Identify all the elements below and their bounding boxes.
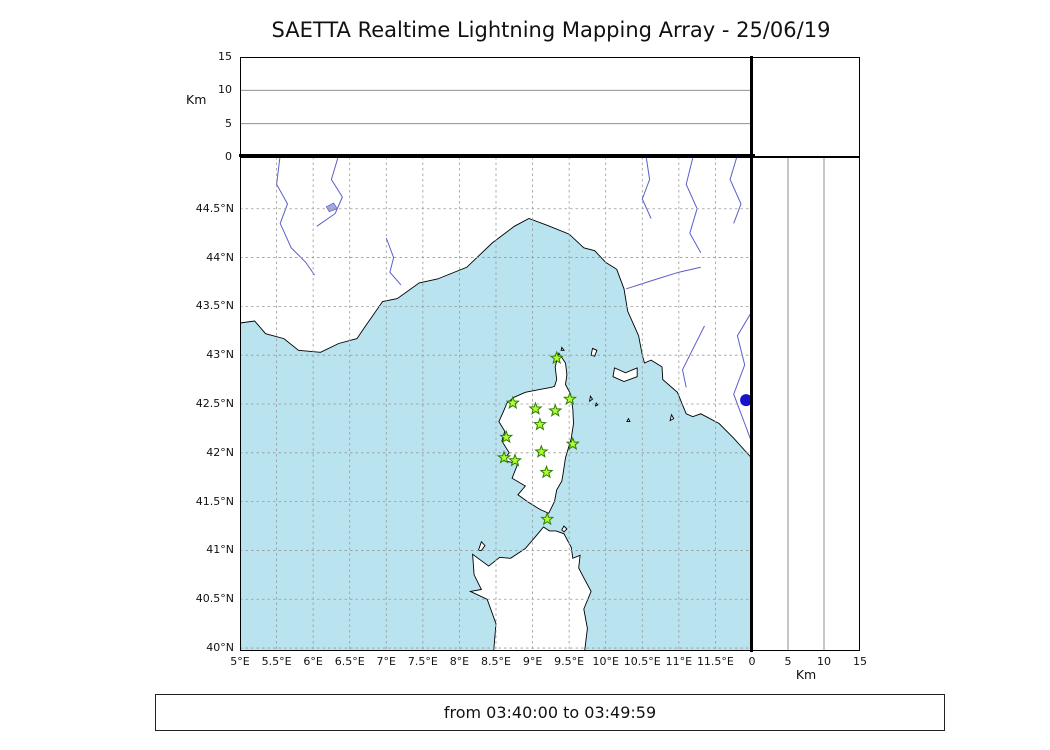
altitude-vs-latitude-panel (752, 157, 860, 651)
right-panel-km-label: Km (752, 667, 860, 682)
right-panel-frame (753, 158, 860, 651)
altitude-tick-label-right: 10 (804, 655, 844, 668)
altitude-tick-label-right: 5 (768, 655, 808, 668)
map-right-thick-border (750, 56, 753, 652)
lat-tick-label: 40°N (148, 641, 234, 654)
map-panel (240, 157, 752, 651)
altitude-tick-label-top: 5 (148, 117, 232, 130)
altitude-tick-label-top: 15 (148, 50, 232, 63)
time-range-text: from 03:40:00 to 03:49:59 (444, 703, 656, 722)
lat-tick-label: 43.5°N (148, 299, 234, 312)
lat-tick-label: 41°N (148, 543, 234, 556)
lat-tick-label: 43°N (148, 348, 234, 361)
chart-title: SAETTA Realtime Lightning Mapping Array … (240, 18, 862, 42)
map-top-thick-border (239, 154, 755, 157)
top-panel-frame (241, 58, 752, 157)
altitude-tick-label-right: 15 (840, 655, 880, 668)
lat-tick-label: 44°N (148, 251, 234, 264)
lat-tick-label: 44.5°N (148, 202, 234, 215)
altitude-vs-longitude-panel (240, 57, 752, 157)
altitude-tick-label-right: 0 (732, 655, 772, 668)
figure: SAETTA Realtime Lightning Mapping Array … (0, 0, 1050, 750)
altitude-tick-label-top: 10 (148, 83, 232, 96)
lat-tick-label: 40.5°N (148, 592, 234, 605)
corner-box (752, 57, 860, 157)
lat-tick-label: 42.5°N (148, 397, 234, 410)
time-range-box: from 03:40:00 to 03:49:59 (155, 694, 945, 731)
altitude-tick-label-top: 0 (148, 150, 232, 163)
lat-tick-label: 41.5°N (148, 495, 234, 508)
lat-tick-label: 42°N (148, 446, 234, 459)
